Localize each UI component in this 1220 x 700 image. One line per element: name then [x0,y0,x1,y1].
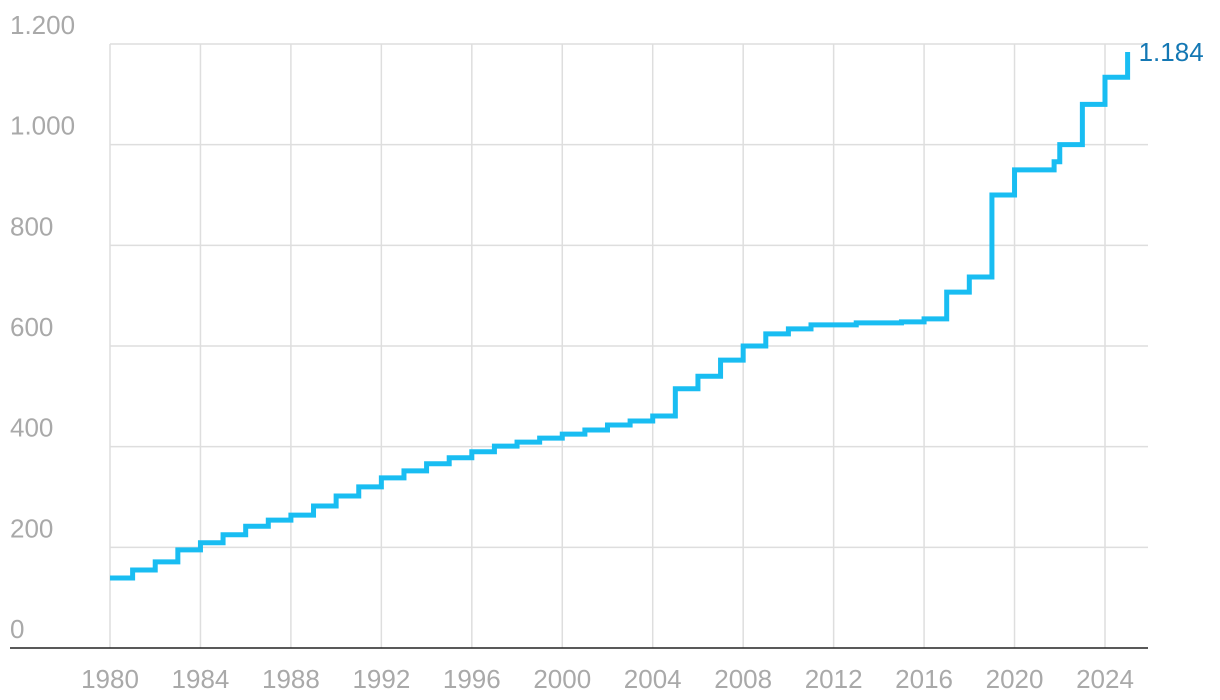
x-tick-label: 1992 [352,664,410,694]
y-tick-label: 600 [10,312,53,342]
y-tick-label: 800 [10,211,53,241]
x-tick-label: 2020 [986,664,1044,694]
x-tick-label: 2012 [805,664,863,694]
x-tick-label: 1980 [81,664,139,694]
data-label: 1.184 [1139,37,1204,67]
x-tick-label: 2008 [714,664,772,694]
x-tick-label: 2024 [1076,664,1134,694]
x-tick-label: 1984 [172,664,230,694]
x-tick-label: 2016 [895,664,953,694]
x-tick-label: 2004 [624,664,682,694]
x-tick-label: 1996 [443,664,501,694]
step-line [110,52,1131,581]
y-tick-label: 1.200 [10,10,75,40]
y-tick-label: 0 [10,614,24,644]
y-tick-label: 200 [10,513,53,543]
y-tick-label: 400 [10,413,53,443]
x-tick-label: 1988 [262,664,320,694]
x-tick-label: 2000 [533,664,591,694]
y-tick-label: 1.000 [10,111,75,141]
